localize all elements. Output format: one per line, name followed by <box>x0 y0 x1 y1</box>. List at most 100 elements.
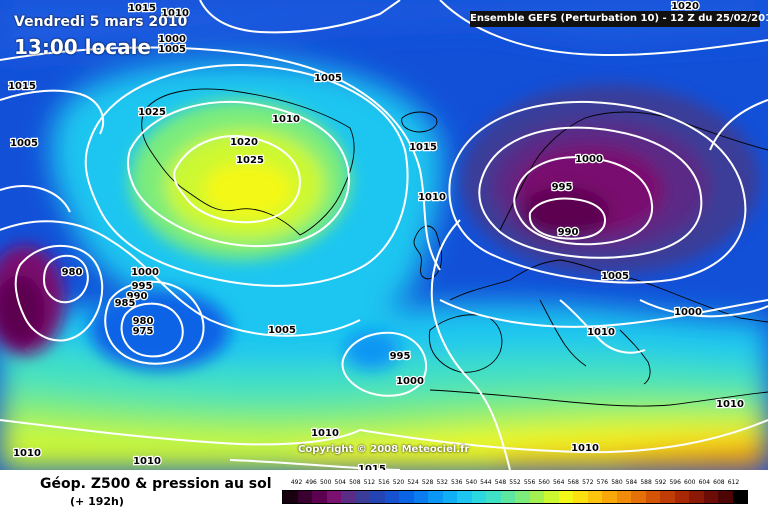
color-scale-swatch <box>529 491 544 503</box>
isobar-label: 1010 <box>571 443 599 454</box>
color-scale-swatch <box>283 491 298 503</box>
isobar-label: 1010 <box>716 399 744 410</box>
color-scale-tick: 500 <box>319 479 332 486</box>
isobar-label: 1005 <box>158 44 186 55</box>
italy-coast <box>539 299 587 367</box>
color-scale-swatch <box>602 491 617 503</box>
isobar-label: 1010 <box>161 8 189 19</box>
color-scale-tick: 496 <box>305 479 317 486</box>
color-scale-tick: 604 <box>698 479 711 486</box>
color-scale-tick: 564 <box>552 479 565 486</box>
color-scale-swatch <box>428 491 443 503</box>
color-scale-tick: 492 <box>290 479 303 486</box>
color-scale-swatch <box>732 491 747 503</box>
europe-coast <box>449 259 768 323</box>
isobar-label: 995 <box>552 182 573 193</box>
color-scale-tick: 588 <box>640 479 652 486</box>
color-scale-swatch <box>689 491 704 503</box>
isobar-label: 1005 <box>601 271 629 282</box>
color-scale-tick: 608 <box>713 479 725 486</box>
isobar-label: 990 <box>558 227 579 238</box>
color-scale-swatch <box>718 491 733 503</box>
isobar-label: 1025 <box>138 107 166 118</box>
isobar-label: 1005 <box>314 73 342 84</box>
color-scale-swatch <box>457 491 472 503</box>
isobar-label: 990 <box>127 291 148 302</box>
color-scale-tick: 552 <box>509 479 521 486</box>
forecast-range: (+ 192h) <box>70 495 124 508</box>
color-scale-tick: 528 <box>421 479 434 486</box>
scandinavia-coast <box>499 111 768 231</box>
isobar-label: 1015 <box>128 3 156 14</box>
color-scale-swatch <box>544 491 559 503</box>
color-scale-tick: 544 <box>480 479 492 486</box>
color-scale-swatch <box>616 491 631 503</box>
chart-title: Géop. Z500 & pression au sol <box>40 476 272 492</box>
color-scale-tick: 532 <box>436 479 448 486</box>
isobar-label: 1025 <box>236 155 264 166</box>
copyright-notice: Copyright © 2008 Meteociel.fr <box>298 444 470 455</box>
isobar-label: 1005 <box>10 138 38 149</box>
color-scale-swatch <box>486 491 501 503</box>
model-title-banner: Ensemble GEFS (Perturbation 10) - 12 Z d… <box>470 11 768 27</box>
color-scale-swatch <box>587 491 602 503</box>
color-scale-swatch <box>573 491 588 503</box>
isobar-label: 1005 <box>268 325 296 336</box>
isobar-label: 1015 <box>358 464 386 470</box>
color-scale-swatch <box>471 491 486 503</box>
color-scale-swatch <box>703 491 718 503</box>
isobars <box>0 0 768 470</box>
color-scale-tick: 524 <box>407 479 419 486</box>
color-scale-swatch <box>674 491 689 503</box>
color-scale-swatch <box>558 491 573 503</box>
isobar-label: 980 <box>133 316 154 327</box>
color-scale-swatch <box>297 491 312 503</box>
isobar-label: 980 <box>62 267 83 278</box>
color-scale-tick: 584 <box>625 479 638 486</box>
color-scale-swatch <box>384 491 399 503</box>
isobar-label: 1000 <box>674 307 702 318</box>
isobar-label: 1000 <box>131 267 159 278</box>
isobar-label: 1000 <box>396 376 424 387</box>
forecast-local-time: 13:00 locale <box>14 35 151 59</box>
geopotential-map-svg: 1015 101010001005101510051025101010201025… <box>0 0 768 470</box>
forecast-map: 1015 1010 1000 1005 1015 1005 1025 1010 1020 1025… <box>0 0 768 470</box>
isobar-label: 995 <box>390 351 411 362</box>
color-scale-tick: 576 <box>596 479 609 486</box>
color-scale-tick: 504 <box>334 479 346 486</box>
isobar-label: 1010 <box>311 428 339 439</box>
color-scale-swatch <box>515 491 530 503</box>
isobar-label: 1010 <box>587 327 615 338</box>
isobar-label: 1010 <box>272 114 300 125</box>
africa-coast <box>429 389 768 407</box>
isobar-label: 995 <box>132 281 153 292</box>
isobar-label: 1010 <box>418 192 446 203</box>
color-scale-swatch <box>399 491 414 503</box>
color-scale-swatch <box>442 491 457 503</box>
color-scale-tick: 592 <box>654 479 667 486</box>
isobar-label: 1020 <box>230 137 258 148</box>
color-scale-swatch <box>326 491 341 503</box>
iceland-coast <box>401 111 438 133</box>
color-scale-tick: 568 <box>567 479 579 486</box>
color-scale-swatch <box>341 491 356 503</box>
color-scale-ticks: 492 496 500 504 508 512 516 520 524 528 532 536 540 5… <box>282 479 748 489</box>
isobar-label: 975 <box>133 326 154 337</box>
isobar-labels: 1015 101010001005101510051025101010201025… <box>7 0 745 470</box>
color-scale-tick: 556 <box>523 479 536 486</box>
color-scale-tick: 536 <box>451 479 463 486</box>
color-scale-tick: 596 <box>669 479 681 486</box>
color-scale-swatch <box>370 491 385 503</box>
isobar-label: 1000 <box>575 154 603 165</box>
geopotential-shading <box>0 0 768 470</box>
isobar-label: 1000 <box>158 34 186 45</box>
color-scale-tick: 520 <box>392 479 405 486</box>
color-scale-swatch <box>500 491 515 503</box>
color-scale-swatch <box>413 491 428 503</box>
greece-coast <box>619 329 651 385</box>
color-scale-tick: 572 <box>582 479 594 486</box>
isobar-label: 1010 <box>133 456 161 467</box>
color-scale-tick: 512 <box>363 479 376 486</box>
isobar-label: 1020 <box>671 1 699 12</box>
